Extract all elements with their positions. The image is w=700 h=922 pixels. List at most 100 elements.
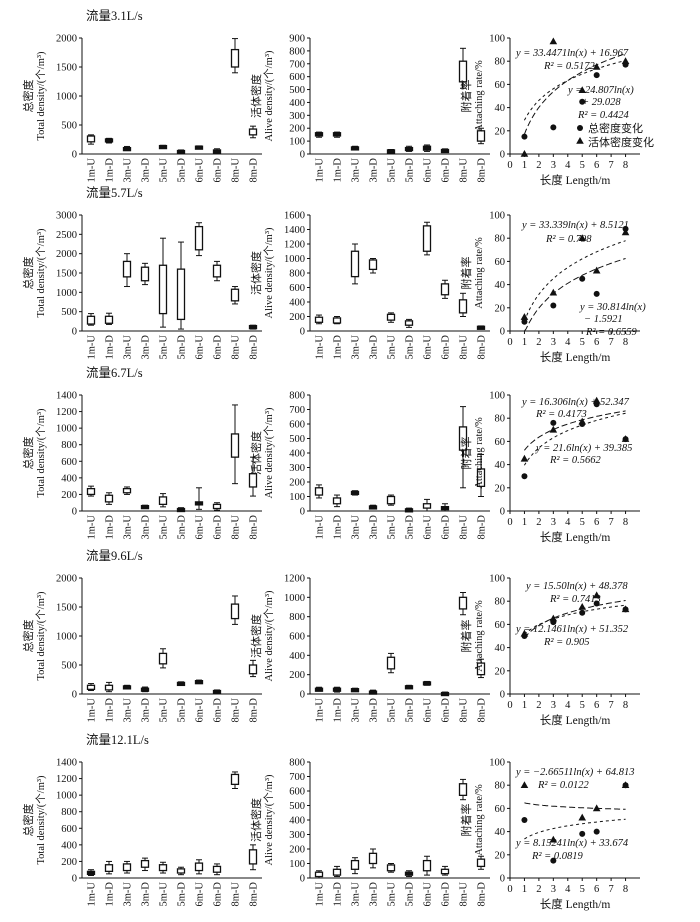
rate-xlabel: 长度 Length/m	[540, 713, 611, 727]
x-category-label: 8m-D	[249, 158, 260, 183]
rate-x-tick-label: 3	[551, 337, 556, 348]
trend-annotation: y = 24.807ln(x)	[567, 85, 634, 96]
x-category-label: 8m-U	[459, 698, 470, 723]
box-8m-U	[458, 783, 468, 797]
rate-x-tick-label: 6	[594, 884, 599, 895]
box-3m-U	[122, 685, 132, 690]
rate-x-tick-label: 0	[507, 337, 512, 348]
rate-x-tick-label: 5	[580, 337, 585, 348]
legend-circle-icon	[577, 125, 583, 131]
y-tick-label: 3000	[56, 211, 77, 222]
rate-y-tick-label: 20	[495, 850, 506, 861]
trend-annotation: y = 8.15241ln(x) + 33.674	[515, 838, 629, 849]
y-tick-label: 400	[61, 473, 77, 484]
x-category-label: 1m-U	[87, 158, 98, 183]
point-alive	[549, 288, 558, 296]
y-tick-label: 700	[289, 772, 305, 783]
rate-y-tick-label: 60	[495, 80, 506, 91]
x-category-label: 3m-D	[141, 158, 152, 183]
y-tick-label: 1000	[56, 288, 77, 299]
y-tick-label: 0	[300, 507, 305, 518]
y-tick-label: 500	[61, 121, 77, 132]
point-alive	[578, 603, 587, 610]
alive-ylabel-en: Alive density/(个/m³)	[263, 774, 275, 865]
box-3m-U	[122, 487, 132, 494]
box-1m-D	[104, 684, 114, 691]
y-tick-label: 900	[289, 34, 305, 45]
rate-x-tick-label: 1	[522, 517, 527, 528]
rate-xlabel: 长度 Length/m	[540, 350, 611, 364]
box-5m-U	[158, 864, 168, 872]
box-5m-U	[386, 864, 396, 872]
box-8m-D	[248, 128, 258, 136]
y-tick-label: 600	[61, 457, 77, 468]
trend-annotation: R² = 0.6559	[585, 327, 638, 338]
trend-annotation: y = 21.6ln(x) + 39.385	[535, 443, 632, 454]
y-tick-label: 1000	[284, 593, 305, 604]
box-5m-U	[386, 656, 396, 670]
x-category-label: 1m-U	[315, 515, 326, 540]
row-title: 流量9.6L/s	[86, 549, 143, 563]
rate-ylabel-cn: 附着率	[459, 257, 473, 290]
box-6m-U	[422, 681, 432, 686]
rate-y-tick-label: 80	[495, 234, 506, 245]
y-tick-label: 2500	[56, 230, 77, 241]
y-tick-label: 200	[289, 124, 305, 135]
box-1m-D	[332, 497, 342, 505]
box-6m-U	[422, 145, 432, 151]
box-5m-D	[404, 871, 414, 876]
y-tick-label: 1400	[284, 225, 305, 236]
y-tick-label: 800	[61, 807, 77, 818]
point-alive	[549, 614, 558, 622]
box-6m-D	[212, 865, 222, 873]
x-category-label: 8m-U	[231, 882, 242, 907]
y-tick-label: 2000	[56, 249, 77, 260]
trend-line	[523, 60, 626, 121]
rate-x-tick-label: 7	[608, 337, 613, 348]
x-category-label: 5m-D	[405, 158, 416, 183]
rate-xlabel: 长度 Length/m	[540, 173, 611, 187]
trend-annotation: − 1.5921	[584, 314, 623, 325]
box-8m-D	[248, 664, 258, 675]
rate-x-tick-label: 4	[565, 884, 571, 895]
x-category-label: 1m-D	[333, 335, 344, 360]
rate-x-tick-label: 0	[507, 700, 512, 711]
x-category-label: 8m-U	[231, 698, 242, 723]
x-category-label: 3m-U	[123, 882, 134, 907]
point-alive	[621, 57, 630, 64]
box-6m-U	[194, 225, 204, 251]
x-category-label: 1m-D	[105, 515, 116, 540]
x-category-label: 5m-U	[159, 515, 170, 540]
box-5m-U	[386, 149, 396, 154]
x-category-label: 8m-D	[477, 515, 488, 540]
box-3m-D	[368, 852, 378, 865]
alive-ylabel-en: Alive density/(个/m³)	[263, 407, 275, 498]
point-alive	[592, 804, 601, 812]
rate-ylabel-cn: 附着率	[459, 620, 473, 653]
box-1m-U	[314, 132, 324, 137]
rate-x-tick-label: 2	[536, 337, 541, 348]
x-category-label: 3m-U	[123, 515, 134, 540]
box-8m-D	[476, 858, 486, 868]
y-tick-label: 1200	[284, 240, 305, 251]
rate-y-tick-label: 80	[495, 57, 506, 68]
box-5m-D	[404, 685, 414, 690]
y-tick-label: 400	[289, 816, 305, 827]
point-alive	[621, 605, 630, 613]
y-tick-label: 1000	[56, 424, 77, 435]
point-total	[593, 600, 600, 607]
rate-y-tick-label: 60	[495, 257, 506, 268]
trend-line	[524, 604, 626, 635]
box-1m-U	[314, 871, 324, 878]
x-category-label: 6m-U	[195, 698, 206, 723]
x-category-label: 5m-U	[159, 335, 170, 360]
rate-x-tick-label: 0	[507, 517, 512, 528]
x-category-label: 8m-D	[477, 882, 488, 907]
rate-x-tick-label: 4	[565, 517, 571, 528]
rate-x-tick-label: 0	[507, 884, 512, 895]
rate-x-tick-label: 5	[580, 700, 585, 711]
x-category-label: 6m-U	[195, 515, 206, 540]
point-alive	[520, 454, 529, 462]
